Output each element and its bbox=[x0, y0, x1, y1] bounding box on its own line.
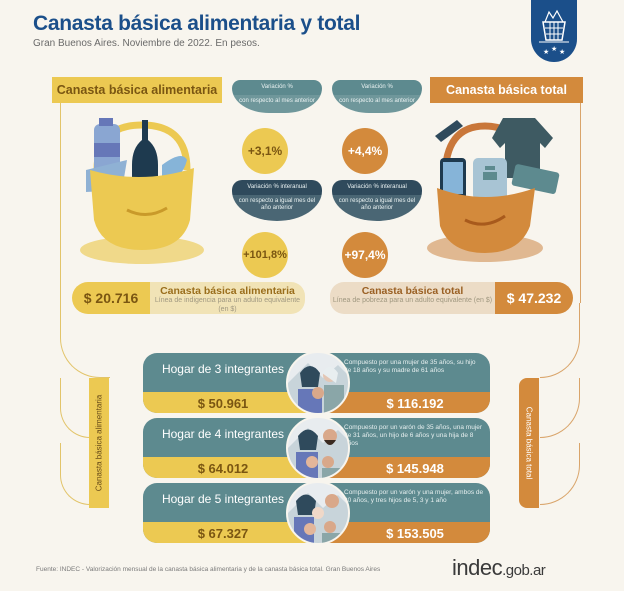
indec-logo[interactable]: indec.gob.ar bbox=[452, 555, 546, 581]
household-row: Hogar de 3 integrantes $ 50.961 Compuest… bbox=[143, 351, 490, 415]
svg-text:★: ★ bbox=[551, 45, 557, 53]
family-illustration-icon bbox=[286, 351, 350, 415]
total-description: Canasta básica total Línea de pobreza pa… bbox=[330, 282, 495, 314]
cbt-bar bbox=[325, 392, 490, 413]
variation-detail: con respecto a igual mes del año anterio… bbox=[332, 194, 422, 221]
household-right-panel bbox=[325, 353, 490, 413]
household-left-panel bbox=[143, 418, 308, 478]
family-illustration-icon bbox=[286, 481, 350, 545]
desc-title: Canasta básica total bbox=[361, 285, 464, 297]
variation-detail: con respecto al mes anterior bbox=[232, 94, 322, 113]
variation-detail: con respecto a igual mes del año anterio… bbox=[232, 194, 322, 221]
alimentaria-yearly-bubble: Variación % interanual con respecto a ig… bbox=[232, 180, 322, 221]
household-left-panel bbox=[143, 483, 308, 543]
household-label: Hogar de 3 integrantes bbox=[161, 362, 285, 376]
household-right-panel bbox=[325, 418, 490, 478]
household-right-panel bbox=[325, 483, 490, 543]
total-header: Canasta básica total bbox=[430, 77, 583, 103]
alimentaria-description: Canasta básica alimentaria Línea de indi… bbox=[150, 282, 305, 314]
alimentaria-yearly-value: +101,8% bbox=[242, 232, 288, 278]
logo-main: indec bbox=[452, 555, 503, 580]
side-label-text: Canasta básica alimentaria bbox=[94, 394, 104, 492]
connector-line bbox=[60, 443, 90, 505]
connector-line bbox=[60, 303, 110, 378]
total-monthly-bubble: Variación % con respecto al mes anterior bbox=[332, 80, 422, 113]
cba-bar bbox=[143, 457, 308, 478]
source-note: Fuente: INDEC - Valorización mensual de … bbox=[36, 566, 381, 573]
connector-line bbox=[60, 378, 90, 438]
page-subtitle: Gran Buenos Aires. Noviembre de 2022. En… bbox=[33, 38, 260, 49]
household-cba: $ 50.961 bbox=[197, 396, 249, 411]
variation-label: Variación % bbox=[232, 80, 322, 95]
food-basket-icon bbox=[72, 110, 212, 275]
cbt-bar bbox=[325, 457, 490, 478]
household-cba: $ 64.012 bbox=[197, 461, 249, 476]
page-title: Canasta básica alimentaria y total bbox=[33, 12, 361, 35]
connector-line bbox=[540, 303, 580, 378]
connector-line bbox=[540, 378, 580, 438]
variation-label: Variación % bbox=[332, 80, 422, 95]
variation-detail: con respecto al mes anterior bbox=[332, 94, 422, 113]
total-basket-icon bbox=[425, 108, 575, 278]
household-left-panel bbox=[143, 353, 308, 413]
household-row: Hogar de 4 integrantes $ 64.012 Compuest… bbox=[143, 416, 490, 480]
household-composition: Compuesto por un varón y una mujer, ambo… bbox=[344, 489, 484, 504]
side-label-text: Canasta básica total bbox=[524, 406, 534, 480]
desc-sub: Línea de pobreza para un adulto equivale… bbox=[332, 297, 493, 304]
variation-label: Variación % interanual bbox=[232, 180, 322, 195]
svg-text:★: ★ bbox=[543, 48, 549, 56]
basket-badge-icon: ★ ★ ★ bbox=[531, 0, 577, 62]
household-cba: $ 67.327 bbox=[197, 526, 249, 541]
household-label: Hogar de 5 integrantes bbox=[161, 492, 285, 506]
connector-line bbox=[540, 443, 580, 505]
family-illustration-icon bbox=[286, 416, 350, 480]
divider bbox=[60, 103, 61, 303]
cbt-bar bbox=[325, 522, 490, 543]
household-label: Hogar de 4 integrantes bbox=[161, 427, 285, 441]
svg-text:★: ★ bbox=[559, 48, 565, 56]
alimentaria-monthly-value: +3,1% bbox=[242, 128, 288, 174]
desc-title: Canasta básica alimentaria bbox=[160, 285, 295, 297]
total-amount: $ 47.232 bbox=[495, 282, 573, 314]
logo-suffix: .gob.ar bbox=[502, 562, 546, 579]
cba-bar bbox=[143, 392, 308, 413]
alimentaria-header: Canasta básica alimentaria bbox=[52, 77, 222, 103]
household-cbt: $ 116.192 bbox=[386, 396, 444, 411]
total-yearly-value: +97,4% bbox=[342, 232, 388, 278]
desc-sub: Línea de indigencia para un adulto equiv… bbox=[154, 297, 301, 313]
total-monthly-value: +4,4% bbox=[342, 128, 388, 174]
household-composition: Compuesto por un varón de 35 años, una m… bbox=[344, 424, 483, 447]
cba-bar bbox=[143, 522, 308, 543]
alimentaria-side-label: Canasta básica alimentaria bbox=[89, 378, 109, 508]
household-cbt: $ 153.505 bbox=[386, 526, 444, 541]
household-cbt: $ 145.948 bbox=[386, 461, 444, 476]
variation-label: Variación % interanual bbox=[332, 180, 422, 195]
total-side-label: Canasta básica total bbox=[519, 378, 539, 508]
total-yearly-bubble: Variación % interanual con respecto a ig… bbox=[332, 180, 422, 221]
alimentaria-monthly-bubble: Variación % con respecto al mes anterior bbox=[232, 80, 322, 113]
household-composition: Compuesto por una mujer de 35 años, su h… bbox=[344, 359, 476, 374]
divider bbox=[580, 103, 581, 303]
household-row: Hogar de 5 integrantes $ 67.327 Compuest… bbox=[143, 481, 490, 545]
